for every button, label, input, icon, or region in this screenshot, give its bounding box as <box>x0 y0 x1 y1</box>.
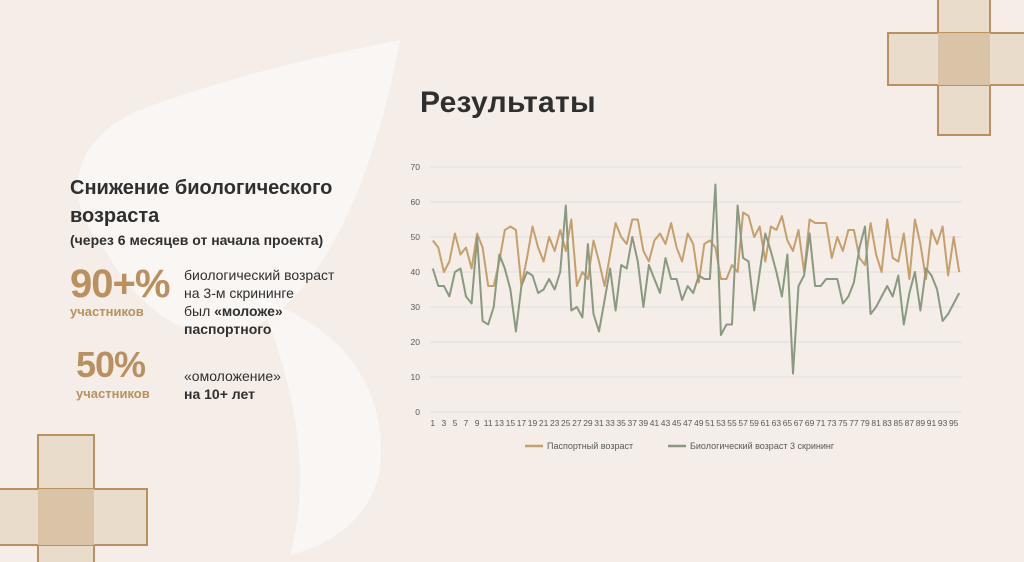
legend-label-1: Паспортный возраст <box>547 441 633 451</box>
x-tick-label: 15 <box>506 418 516 428</box>
x-tick-label: 43 <box>661 418 671 428</box>
x-tick-label: 21 <box>539 418 549 428</box>
x-tick-label: 31 <box>594 418 604 428</box>
stat-2-line-2: на 10+ лет <box>184 385 281 403</box>
chart-y-axis: 0 10 20 30 40 50 60 70 <box>411 162 421 417</box>
x-tick-label: 87 <box>905 418 915 428</box>
series-line-2 <box>431 183 961 375</box>
x-tick-label: 55 <box>727 418 737 428</box>
series-line-1 <box>432 211 961 287</box>
stat-1-unit: участников <box>70 304 144 319</box>
stat-2-tail: на 10+ лет <box>184 386 255 402</box>
y-tick-label: 60 <box>411 197 421 207</box>
chart-x-axis: 1 3 5 7 9 11 13 15 17 19 21 23 25 27 29 31 33 35 37 39 41 43 4… <box>430 418 958 428</box>
x-tick-label: 29 <box>583 418 593 428</box>
x-tick-label: 89 <box>916 418 926 428</box>
y-tick-label: 50 <box>411 232 421 242</box>
x-tick-label: 23 <box>550 418 560 428</box>
chart-gridlines <box>430 166 962 413</box>
y-tick-label: 30 <box>411 302 421 312</box>
x-tick-label: 93 <box>938 418 948 428</box>
slide-title: Результаты <box>420 86 596 119</box>
x-tick-label: 65 <box>783 418 793 428</box>
x-tick-label: 49 <box>694 418 704 428</box>
x-tick-label: 83 <box>882 418 892 428</box>
x-tick-label: 71 <box>816 418 826 428</box>
x-tick-label: 81 <box>871 418 881 428</box>
x-tick-label: 53 <box>716 418 726 428</box>
x-tick-label: 69 <box>805 418 815 428</box>
x-tick-label: 17 <box>517 418 527 428</box>
y-tick-label: 40 <box>411 267 421 277</box>
stat-1-line-4: паспортного <box>184 320 334 338</box>
x-tick-label: 59 <box>749 418 759 428</box>
section-heading: Снижение биологического возраста <box>70 177 333 227</box>
x-tick-label: 9 <box>475 418 480 428</box>
x-tick-label: 51 <box>705 418 715 428</box>
x-tick-label: 41 <box>650 418 660 428</box>
x-tick-label: 11 <box>484 418 493 428</box>
x-tick-label: 7 <box>464 418 469 428</box>
stat-1-line-3-text: был <box>184 303 215 319</box>
plus-decoration-bottom-left <box>0 434 148 562</box>
x-tick-label: 79 <box>860 418 870 428</box>
x-tick-label: 13 <box>495 418 505 428</box>
x-tick-label: 45 <box>672 418 682 428</box>
x-tick-label: 47 <box>683 418 693 428</box>
stat-1-line-3: был «моложе» <box>184 302 334 320</box>
stat-1-line-2: на 3-м скрининге <box>184 285 294 301</box>
x-tick-label: 75 <box>838 418 848 428</box>
x-tick-label: 33 <box>605 418 615 428</box>
y-tick-label: 0 <box>415 407 420 417</box>
x-tick-label: 5 <box>453 418 458 428</box>
x-tick-label: 37 <box>628 418 638 428</box>
x-tick-label: 63 <box>772 418 782 428</box>
x-tick-label: 19 <box>528 418 538 428</box>
chart-series <box>431 183 961 375</box>
legend-label-2: Биологический возраст 3 скрининг <box>690 441 835 451</box>
x-tick-label: 3 <box>441 418 446 428</box>
leaf-watermark-icon <box>77 40 400 555</box>
chart-legend: Паспортный возраст Биологический возраст … <box>525 441 835 451</box>
x-tick-label: 95 <box>949 418 959 428</box>
y-tick-label: 20 <box>411 337 421 347</box>
stat-1-tail: паспортного <box>184 321 272 337</box>
x-tick-label: 39 <box>639 418 649 428</box>
plus-decoration-top-right <box>887 0 1024 136</box>
stat-2-unit: участников <box>76 386 150 401</box>
stat-2-description: «омоложение» на 10+ лет <box>184 367 281 403</box>
x-tick-label: 61 <box>761 418 771 428</box>
y-tick-label: 10 <box>411 372 421 382</box>
x-tick-label: 85 <box>894 418 904 428</box>
section-subheading: (через 6 месяцев от начала проекта) <box>70 232 324 248</box>
stat-1-description: биологический возраст на 3-м скрининге б… <box>184 266 334 338</box>
x-tick-label: 35 <box>616 418 626 428</box>
x-tick-label: 27 <box>572 418 582 428</box>
stat-2-line-1: «омоложение» <box>184 368 281 384</box>
x-tick-label: 67 <box>794 418 804 428</box>
stat-1-highlight: «моложе» <box>214 303 283 319</box>
x-tick-label: 91 <box>927 418 937 428</box>
x-tick-label: 57 <box>738 418 748 428</box>
x-tick-label: 77 <box>849 418 859 428</box>
stat-1-line-1: биологический возраст <box>184 267 335 283</box>
stat-2-value: 50% <box>76 344 146 385</box>
x-tick-label: 1 <box>430 418 435 428</box>
x-tick-label: 73 <box>827 418 837 428</box>
stat-1-value: 90+% <box>70 262 170 306</box>
y-tick-label: 70 <box>411 162 421 172</box>
x-tick-label: 25 <box>561 418 571 428</box>
